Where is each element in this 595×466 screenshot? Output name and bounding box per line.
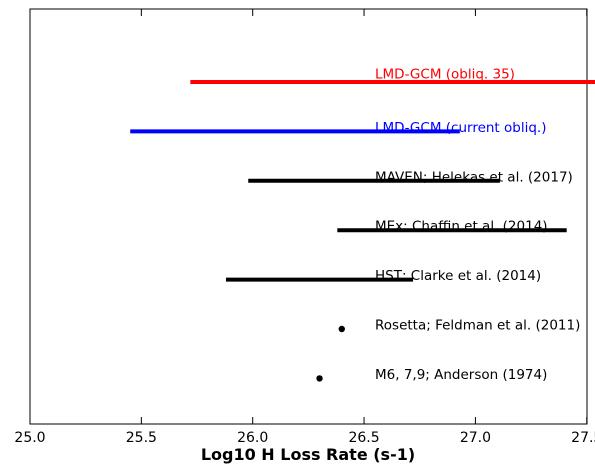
data-point-6: [316, 375, 323, 382]
chart-marks: [130, 80, 595, 382]
x-axis-ticks: 25.025.526.026.527.027.528.028.529.029.5: [14, 9, 595, 446]
plot-frame: [29, 8, 588, 425]
data-point-5: [338, 325, 345, 333]
row-label-0: LMD-GCM (obliq. 35): [375, 67, 515, 83]
x-tick-label-4: 27.0: [460, 430, 491, 446]
row-label-6: M6, 7,9; Anderson (1974): [375, 367, 547, 383]
row-label-5: Rosetta; Feldman et al. (2011): [375, 318, 580, 334]
x-tick-label-3: 26.5: [348, 430, 379, 446]
x-tick-label-0: 25.0: [14, 430, 45, 446]
row-label-4: HST; Clarke et al. (2014): [375, 268, 541, 284]
x-axis-label: Log10 H Loss Rate (s-1): [201, 445, 415, 464]
x-tick-label-1: 25.5: [126, 430, 157, 446]
row-label-3: MEx; Chaffin et al. (2014): [375, 219, 548, 235]
x-tick-label-2: 26.0: [237, 430, 268, 446]
row-label-2: MAVEN; Helekas et al. (2017): [375, 169, 573, 185]
row-labels: LMD-GCM (obliq. 35) LMD-GCM (current obli…: [375, 67, 580, 383]
x-tick-label-5: 27.5: [571, 430, 595, 446]
row-label-1: LMD-GCM (current obliq.): [375, 120, 546, 136]
